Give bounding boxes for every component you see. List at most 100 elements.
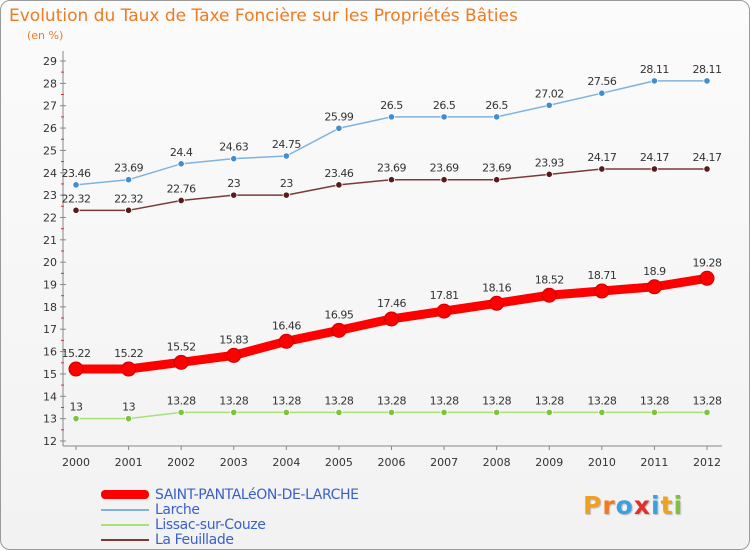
legend-swatch xyxy=(101,523,149,526)
x-tick-label: 2007 xyxy=(430,456,458,469)
data-point xyxy=(173,354,189,370)
x-tick-label: 2005 xyxy=(325,456,353,469)
x-tick-label: 2000 xyxy=(62,456,90,469)
data-label: 17.46 xyxy=(377,297,406,310)
data-point xyxy=(68,361,84,377)
data-label: 27.56 xyxy=(587,75,616,88)
x-tick-label: 2011 xyxy=(640,456,668,469)
data-label: 28.11 xyxy=(693,63,722,76)
data-point xyxy=(650,408,659,416)
x-tick-label: 2008 xyxy=(483,456,511,469)
data-point xyxy=(650,165,659,173)
data-point xyxy=(177,160,185,168)
data-label: 18.71 xyxy=(587,269,616,282)
legend-item: SAINT-PANTALéON-DE-LARCHE xyxy=(101,487,359,503)
data-label: 23 xyxy=(280,177,293,190)
data-point xyxy=(282,152,290,160)
data-label: 23.69 xyxy=(377,162,406,175)
y-tick-label: 13 xyxy=(43,413,57,426)
data-label: 26.5 xyxy=(433,99,456,112)
data-point xyxy=(278,333,294,349)
y-tick-label: 19 xyxy=(43,279,57,292)
data-point xyxy=(282,408,290,416)
data-point xyxy=(646,279,662,295)
y-tick-label: 28 xyxy=(43,77,57,90)
data-point xyxy=(124,415,133,423)
data-label: 24.63 xyxy=(219,141,248,154)
data-point xyxy=(230,408,238,416)
y-tick-label: 26 xyxy=(43,122,57,135)
data-label: 23 xyxy=(227,177,240,190)
chart-title: Evolution du Taux de Taxe Foncière sur l… xyxy=(9,6,518,26)
data-label: 23.46 xyxy=(324,167,353,180)
data-label: 13.28 xyxy=(219,394,248,407)
x-tick-label: 2004 xyxy=(272,456,300,469)
data-label: 23.46 xyxy=(62,167,91,180)
data-label: 13.28 xyxy=(482,394,511,407)
y-tick-label: 25 xyxy=(43,144,57,157)
data-label: 19.28 xyxy=(693,256,722,269)
y-axis-unit: (en %) xyxy=(27,29,64,42)
data-point xyxy=(335,124,343,132)
data-label: 13.28 xyxy=(587,394,616,407)
x-tick-label: 2002 xyxy=(167,456,195,469)
data-point xyxy=(226,347,242,363)
data-label: 28.11 xyxy=(640,63,669,76)
data-point xyxy=(72,181,80,189)
data-label: 13.28 xyxy=(430,394,459,407)
data-point xyxy=(331,322,347,338)
data-point xyxy=(387,408,396,416)
data-label: 22.32 xyxy=(62,192,91,205)
data-point xyxy=(387,176,396,184)
data-label: 22.76 xyxy=(167,182,196,195)
legend-label: Lissac-sur-Couze xyxy=(155,516,266,533)
data-label: 23.69 xyxy=(482,162,511,175)
data-point xyxy=(545,170,553,178)
data-label: 15.83 xyxy=(219,333,248,346)
legend-item: Lissac-sur-Couze xyxy=(101,516,359,533)
data-label: 24.17 xyxy=(693,151,722,164)
x-tick-label: 2006 xyxy=(378,456,406,469)
legend-label: La Feuillade xyxy=(155,531,234,548)
data-label: 24.17 xyxy=(640,151,669,164)
legend-item: La Feuillade xyxy=(101,531,359,548)
data-label: 24.75 xyxy=(272,138,301,151)
data-label: 24.17 xyxy=(587,151,616,164)
data-label: 23.93 xyxy=(535,156,564,169)
data-point xyxy=(545,101,553,109)
data-point xyxy=(699,270,715,286)
data-label: 26.5 xyxy=(380,99,403,112)
data-point xyxy=(387,113,396,121)
data-point xyxy=(335,408,343,416)
y-tick-label: 20 xyxy=(43,256,57,269)
data-label: 27.02 xyxy=(535,87,564,100)
data-point xyxy=(703,408,711,416)
data-point xyxy=(493,113,501,121)
data-label: 16.95 xyxy=(324,308,353,321)
y-tick-label: 16 xyxy=(43,346,57,359)
data-point xyxy=(230,155,238,163)
x-tick-label: 2012 xyxy=(693,456,721,469)
x-tick-label: 2010 xyxy=(588,456,616,469)
data-point xyxy=(493,408,501,416)
data-point xyxy=(384,311,399,327)
data-label: 23.69 xyxy=(430,162,459,175)
legend-swatch xyxy=(101,490,149,499)
data-label: 16.46 xyxy=(272,319,301,332)
x-tick-label: 2009 xyxy=(535,456,563,469)
data-label: 13 xyxy=(122,401,135,414)
data-point xyxy=(440,176,448,184)
data-point xyxy=(121,361,137,377)
data-label: 23.69 xyxy=(114,162,143,175)
data-point xyxy=(282,191,290,199)
chart-legend: SAINT-PANTALéON-DE-LARCHE Larche Lissac-su… xyxy=(101,487,359,548)
y-tick-label: 15 xyxy=(43,368,57,381)
y-tick-label: 21 xyxy=(43,234,57,247)
y-tick-label: 17 xyxy=(43,323,57,336)
data-label: 25.99 xyxy=(324,110,353,123)
legend-item: Larche xyxy=(101,502,359,518)
data-label: 13.28 xyxy=(693,394,722,407)
data-point xyxy=(541,287,557,303)
data-label: 13 xyxy=(70,401,83,414)
